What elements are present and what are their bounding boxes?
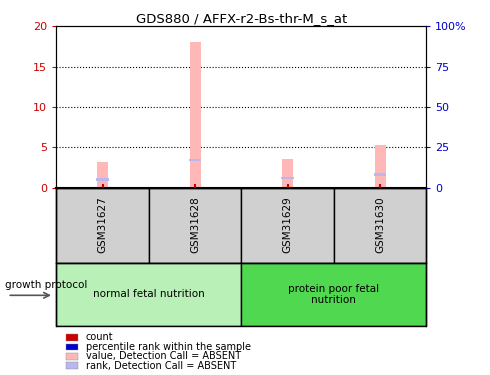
Text: GSM31628: GSM31628 [190,196,200,254]
Bar [56,188,149,262]
Bar [334,188,426,262]
Bar [190,42,200,188]
Text: value, Detection Call = ABSENT: value, Detection Call = ABSENT [86,351,241,361]
Bar [97,178,109,181]
Bar [374,173,386,176]
Bar [56,262,242,326]
Text: count: count [86,333,113,342]
Text: GSM31627: GSM31627 [98,196,108,254]
Bar [149,188,242,262]
Title: GDS880 / AFFX-r2-Bs-thr-M_s_at: GDS880 / AFFX-r2-Bs-thr-M_s_at [136,12,347,25]
Text: growth protocol: growth protocol [5,280,87,290]
Text: percentile rank within the sample: percentile rank within the sample [86,342,251,352]
Bar [242,188,334,262]
Text: GSM31629: GSM31629 [283,196,293,254]
Bar [282,159,293,188]
Bar [281,177,294,179]
Bar [374,145,386,188]
Text: GSM31630: GSM31630 [375,196,385,254]
Text: rank, Detection Call = ABSENT: rank, Detection Call = ABSENT [86,361,236,370]
Bar [242,262,426,326]
Bar [189,159,201,161]
Text: normal fetal nutrition: normal fetal nutrition [93,290,205,299]
Text: protein poor fetal
nutrition: protein poor fetal nutrition [288,284,379,305]
Bar [97,162,108,188]
